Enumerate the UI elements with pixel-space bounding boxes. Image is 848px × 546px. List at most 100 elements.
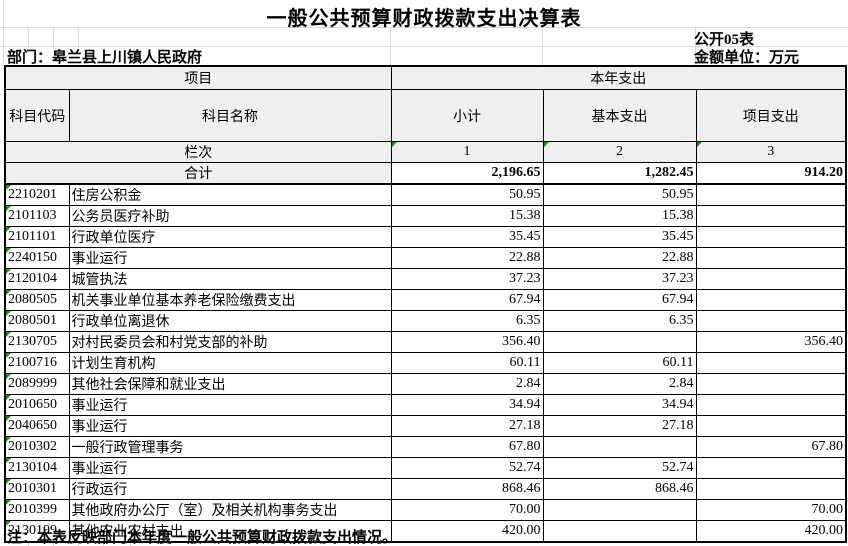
cell-subject-code[interactable]: 2120104 — [4, 268, 70, 290]
total-label[interactable]: 合计 — [4, 162, 392, 185]
cell-basic-expenditure[interactable]: 50.95 — [542, 183, 697, 206]
cell-basic-expenditure[interactable] — [542, 499, 697, 521]
cell-project-expenditure[interactable] — [695, 310, 847, 332]
cell-subtotal[interactable]: 356.40 — [390, 331, 544, 353]
cell-basic-expenditure[interactable]: 27.18 — [542, 415, 697, 437]
header-basic-expenditure[interactable]: 基本支出 — [542, 89, 697, 142]
total-project[interactable]: 914.20 — [695, 162, 847, 185]
cell-basic-expenditure[interactable]: 37.23 — [542, 268, 697, 290]
column-index-1[interactable]: 1 — [390, 141, 544, 163]
cell-basic-expenditure[interactable]: 52.74 — [542, 457, 697, 479]
total-subtotal[interactable]: 2,196.65 — [390, 162, 544, 185]
cell-subtotal[interactable]: 37.23 — [390, 268, 544, 290]
cell-subject-name[interactable]: 行政运行 — [68, 478, 392, 500]
cell-project-expenditure[interactable] — [695, 226, 847, 248]
cell-subtotal[interactable]: 420.00 — [390, 520, 544, 543]
cell-subject-code[interactable]: 2010301 — [4, 478, 70, 500]
cell-subject-code[interactable]: 2130104 — [4, 457, 70, 479]
cell-basic-expenditure[interactable]: 15.38 — [542, 205, 697, 227]
cell-basic-expenditure[interactable]: 60.11 — [542, 352, 697, 374]
header-subject-name[interactable]: 科目名称 — [68, 89, 392, 142]
cell-basic-expenditure[interactable]: 2.84 — [542, 373, 697, 395]
column-index-label[interactable]: 栏次 — [4, 141, 392, 163]
cell-subject-name[interactable]: 一般行政管理事务 — [68, 436, 392, 458]
cell-subject-name[interactable]: 行政单位离退休 — [68, 310, 392, 332]
cell-project-expenditure[interactable]: 67.80 — [695, 436, 847, 458]
cell-project-expenditure[interactable] — [695, 352, 847, 374]
cell-subject-name[interactable]: 事业运行 — [68, 457, 392, 479]
cell-subject-name[interactable]: 行政单位医疗 — [68, 226, 392, 248]
cell-subject-code[interactable]: 2210201 — [4, 183, 70, 206]
cell-subject-code[interactable]: 2130705 — [4, 331, 70, 353]
cell-project-expenditure[interactable] — [695, 415, 847, 437]
cell-basic-expenditure[interactable] — [542, 331, 697, 353]
cell-subject-code[interactable]: 2130199 — [4, 520, 70, 543]
cell-subject-name[interactable]: 事业运行 — [68, 415, 392, 437]
cell-subtotal[interactable]: 35.45 — [390, 226, 544, 248]
cell-basic-expenditure[interactable]: 22.88 — [542, 247, 697, 269]
cell-subtotal[interactable]: 2.84 — [390, 373, 544, 395]
cell-project-expenditure[interactable] — [695, 373, 847, 395]
cell-subject-name[interactable]: 事业运行 — [68, 394, 392, 416]
cell-basic-expenditure[interactable]: 868.46 — [542, 478, 697, 500]
cell-subtotal[interactable]: 52.74 — [390, 457, 544, 479]
cell-basic-expenditure[interactable] — [542, 436, 697, 458]
cell-subject-code[interactable]: 2101101 — [4, 226, 70, 248]
cell-subtotal[interactable]: 60.11 — [390, 352, 544, 374]
cell-project-expenditure[interactable] — [695, 268, 847, 290]
cell-subtotal[interactable]: 67.80 — [390, 436, 544, 458]
cell-project-expenditure[interactable] — [695, 183, 847, 206]
cell-subject-name[interactable]: 计划生育机构 — [68, 352, 392, 374]
cell-subtotal[interactable]: 27.18 — [390, 415, 544, 437]
cell-subtotal[interactable]: 22.88 — [390, 247, 544, 269]
header-year-expenditure-group[interactable]: 本年支出 — [390, 65, 847, 90]
cell-subject-name[interactable]: 其他社会保障和就业支出 — [68, 373, 392, 395]
cell-subject-code[interactable]: 2010302 — [4, 436, 70, 458]
cell-subtotal[interactable]: 67.94 — [390, 289, 544, 311]
cell-project-expenditure[interactable] — [695, 247, 847, 269]
header-subtotal[interactable]: 小计 — [390, 89, 544, 142]
cell-subtotal[interactable]: 70.00 — [390, 499, 544, 521]
cell-subtotal[interactable]: 6.35 — [390, 310, 544, 332]
cell-subject-name[interactable]: 对村民委员会和村党支部的补助 — [68, 331, 392, 353]
header-project-group[interactable]: 项目 — [4, 65, 392, 90]
cell-subject-name[interactable]: 公务员医疗补助 — [68, 205, 392, 227]
cell-project-expenditure[interactable]: 356.40 — [695, 331, 847, 353]
cell-subject-code[interactable]: 2240150 — [4, 247, 70, 269]
cell-subject-code[interactable]: 2100716 — [4, 352, 70, 374]
cell-subject-code[interactable]: 2010650 — [4, 394, 70, 416]
cell-subject-code[interactable]: 2040650 — [4, 415, 70, 437]
cell-subject-code[interactable]: 2010399 — [4, 499, 70, 521]
cell-subject-code[interactable]: 2080501 — [4, 310, 70, 332]
cell-basic-expenditure[interactable] — [542, 520, 697, 543]
cell-subject-code[interactable]: 2101103 — [4, 205, 70, 227]
cell-basic-expenditure[interactable]: 67.94 — [542, 289, 697, 311]
header-project-expenditure[interactable]: 项目支出 — [695, 89, 847, 142]
cell-subject-name[interactable]: 住房公积金 — [68, 183, 392, 206]
cell-project-expenditure[interactable] — [695, 394, 847, 416]
cell-project-expenditure[interactable] — [695, 289, 847, 311]
header-subject-code[interactable]: 科目代码 — [4, 89, 70, 142]
cell-project-expenditure[interactable]: 420.00 — [695, 520, 847, 543]
column-index-3[interactable]: 3 — [695, 141, 847, 163]
cell-basic-expenditure[interactable]: 34.94 — [542, 394, 697, 416]
cell-subject-name[interactable]: 事业运行 — [68, 247, 392, 269]
cell-subtotal[interactable]: 868.46 — [390, 478, 544, 500]
cell-subject-name[interactable]: 机关事业单位基本养老保险缴费支出 — [68, 289, 392, 311]
cell-subject-name[interactable]: 城管执法 — [68, 268, 392, 290]
cell-project-expenditure[interactable] — [695, 478, 847, 500]
cell-project-expenditure[interactable] — [695, 457, 847, 479]
cell-subject-name[interactable]: 其他政府办公厅（室）及相关机构事务支出 — [68, 499, 392, 521]
cell-project-expenditure[interactable]: 70.00 — [695, 499, 847, 521]
cell-subject-code[interactable]: 2080505 — [4, 289, 70, 311]
error-indicator-triangle — [6, 206, 11, 211]
cell-basic-expenditure[interactable]: 6.35 — [542, 310, 697, 332]
cell-subtotal[interactable]: 50.95 — [390, 183, 544, 206]
cell-project-expenditure[interactable] — [695, 205, 847, 227]
total-basic[interactable]: 1,282.45 — [542, 162, 697, 185]
column-index-2[interactable]: 2 — [542, 141, 697, 163]
cell-subtotal[interactable]: 34.94 — [390, 394, 544, 416]
cell-subtotal[interactable]: 15.38 — [390, 205, 544, 227]
cell-basic-expenditure[interactable]: 35.45 — [542, 226, 697, 248]
cell-subject-code[interactable]: 2089999 — [4, 373, 70, 395]
